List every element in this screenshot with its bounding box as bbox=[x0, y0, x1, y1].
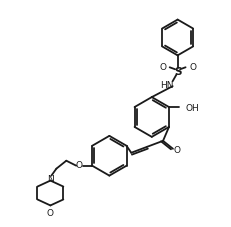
Text: S: S bbox=[173, 67, 181, 77]
Text: O: O bbox=[47, 208, 54, 217]
Text: O: O bbox=[75, 160, 82, 169]
Text: O: O bbox=[158, 62, 165, 72]
Text: O: O bbox=[173, 146, 180, 155]
Text: O: O bbox=[188, 62, 195, 72]
Text: HN: HN bbox=[159, 80, 173, 89]
Text: N: N bbox=[47, 174, 54, 183]
Text: OH: OH bbox=[185, 103, 199, 112]
